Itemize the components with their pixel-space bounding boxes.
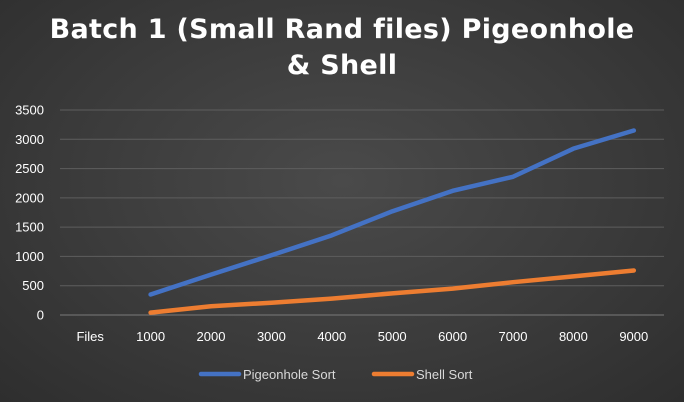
series-line-shell	[148, 268, 637, 315]
y-tick-label: 1500	[15, 220, 44, 235]
chart-title-line-2: & Shell	[286, 50, 398, 81]
x-tick-label: 4000	[317, 329, 346, 344]
legend-label: Shell Sort	[416, 367, 473, 382]
y-tick-label: 3500	[15, 103, 44, 118]
series-line-pigeonhole	[148, 128, 637, 297]
y-tick-label: 0	[37, 308, 44, 323]
x-tick-label: 3000	[257, 329, 286, 344]
x-tick-label: Files	[76, 329, 104, 344]
y-tick-label: 2000	[15, 190, 44, 205]
x-tick-label: 9000	[619, 329, 648, 344]
legend-label: Pigeonhole Sort	[243, 367, 336, 382]
x-tick-label: 5000	[378, 329, 407, 344]
y-tick-label: 1000	[15, 249, 44, 264]
y-tick-label: 3000	[15, 132, 44, 147]
chart-title: Batch 1 (Small Rand files) Pigeonhole & …	[0, 12, 684, 84]
x-tick-label: 2000	[197, 329, 226, 344]
chart-title-line-1: Batch 1 (Small Rand files) Pigeonhole	[49, 14, 635, 45]
x-tick-label: 6000	[438, 329, 467, 344]
x-tick-label: 8000	[559, 329, 588, 344]
y-tick-label: 500	[22, 278, 44, 293]
x-tick-label: 1000	[136, 329, 165, 344]
y-tick-label: 2500	[15, 161, 44, 176]
x-tick-label: 7000	[499, 329, 528, 344]
